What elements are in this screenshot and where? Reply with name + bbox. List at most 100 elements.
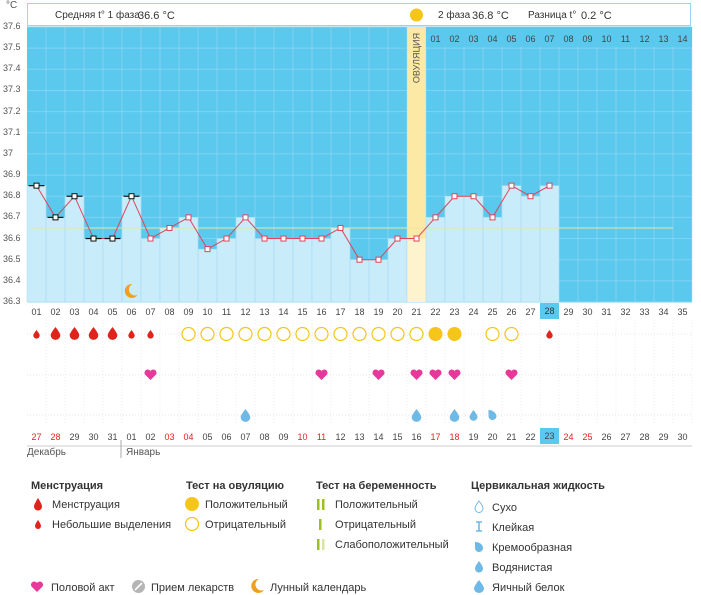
data-point bbox=[166, 224, 173, 231]
date-label: 28 bbox=[639, 432, 650, 442]
temp-bar bbox=[254, 238, 275, 303]
cycle-day-label[interactable]: 23 bbox=[449, 307, 460, 317]
ovtest-negative-icon bbox=[238, 326, 253, 342]
phase2-label: 2 фаза bbox=[438, 10, 471, 21]
sex-heart-icon bbox=[315, 369, 328, 380]
top-day-label: 01 bbox=[430, 34, 441, 44]
legend-pregtest-negative: Отрицательный bbox=[335, 519, 416, 531]
cycle-day-label[interactable]: 28 bbox=[540, 303, 559, 319]
temp-bar bbox=[387, 238, 408, 303]
cycle-day-label[interactable]: 01 bbox=[31, 307, 42, 317]
cycle-day-label[interactable]: 25 bbox=[487, 307, 498, 317]
date-label: 04 bbox=[183, 432, 194, 442]
date-label: 27 bbox=[620, 432, 631, 442]
temp-bar bbox=[159, 227, 180, 303]
cycle-day-label[interactable]: 05 bbox=[107, 307, 118, 317]
pregtest-positive-icon bbox=[317, 499, 325, 510]
temp-bar bbox=[425, 217, 446, 303]
temp-bar bbox=[235, 217, 256, 303]
cycle-day-label[interactable]: 06 bbox=[126, 307, 137, 317]
cycle-day-label[interactable]: 29 bbox=[563, 307, 574, 317]
cycle-day-label[interactable]: 35 bbox=[677, 307, 688, 317]
date-label: 24 bbox=[563, 432, 574, 442]
spotting-drop-icon bbox=[128, 330, 135, 339]
legend-pregtest-title: Тест на беременность bbox=[316, 480, 437, 492]
top-day-label: 03 bbox=[468, 34, 479, 44]
ovtest-negative-icon bbox=[184, 516, 200, 532]
menstruation-drop-icon bbox=[69, 327, 80, 340]
legend-meds: Прием лекарств bbox=[151, 582, 235, 594]
y-tick-label: 37 bbox=[3, 147, 14, 158]
legend-fluid-watery: Водянистая bbox=[492, 562, 553, 574]
data-point bbox=[33, 182, 40, 189]
cycle-day-label[interactable]: 30 bbox=[582, 307, 593, 317]
menstruation-drop-icon bbox=[107, 327, 118, 340]
cycle-day-label[interactable]: 33 bbox=[639, 307, 650, 317]
legend-ovtest-positive: Положительный bbox=[205, 499, 288, 511]
cycle-day-label[interactable]: 14 bbox=[278, 307, 289, 317]
cycle-day-label[interactable]: 11 bbox=[221, 307, 232, 317]
cycle-day-label[interactable]: 04 bbox=[88, 307, 99, 317]
data-point bbox=[280, 235, 287, 242]
temp-bar bbox=[539, 185, 560, 303]
unit-label: °C bbox=[6, 0, 18, 11]
cycle-day-label[interactable]: 21 bbox=[411, 307, 422, 317]
cycle-day-label[interactable]: 09 bbox=[183, 307, 194, 317]
ovtest-negative-icon bbox=[409, 326, 424, 342]
legend-pregtest-positive: Положительный bbox=[335, 499, 418, 511]
cycle-day-label[interactable]: 26 bbox=[506, 307, 517, 317]
data-point bbox=[90, 235, 97, 242]
cycle-day-label[interactable]: 08 bbox=[164, 307, 175, 317]
cycle-day-label[interactable]: 16 bbox=[316, 307, 327, 317]
temperature-chart: ОВУЛЯЦИЯ bbox=[26, 8, 693, 458]
cycle-day-label[interactable]: 27 bbox=[525, 307, 536, 317]
top-day-label: 09 bbox=[582, 34, 593, 44]
diff-label: Разница t° bbox=[528, 10, 577, 21]
date-label: 19 bbox=[468, 432, 479, 442]
date-label: 20 bbox=[487, 432, 498, 442]
pill-icon bbox=[132, 580, 145, 593]
cycle-day-label[interactable]: 18 bbox=[354, 307, 365, 317]
cycle-day-label[interactable]: 22 bbox=[430, 307, 441, 317]
phase1-label: Средняя t° 1 фаза bbox=[55, 10, 140, 21]
y-tick-label: 36.9 bbox=[3, 169, 21, 180]
ovulation-bar bbox=[407, 238, 426, 302]
cycle-day-label[interactable]: 31 bbox=[601, 307, 612, 317]
top-day-label: 05 bbox=[506, 34, 517, 44]
cycle-day-label[interactable]: 17 bbox=[335, 307, 346, 317]
sex-heart-icon bbox=[410, 369, 423, 380]
cycle-day-label[interactable]: 34 bbox=[658, 307, 669, 317]
legend-sex: Половой акт bbox=[51, 582, 115, 594]
cycle-day-label[interactable]: 07 bbox=[145, 307, 156, 317]
date-label: 14 bbox=[373, 432, 384, 442]
date-label: 11 bbox=[316, 432, 327, 442]
cycle-day-label[interactable]: 12 bbox=[240, 307, 251, 317]
ovtest-negative-icon bbox=[390, 326, 405, 342]
cycle-day-label[interactable]: 03 bbox=[69, 307, 80, 317]
cycle-day-label[interactable]: 10 bbox=[202, 307, 213, 317]
cycle-day-label[interactable]: 19 bbox=[373, 307, 384, 317]
ovtest-positive-icon bbox=[447, 327, 462, 341]
sex-heart-icon bbox=[505, 369, 518, 380]
date-label: 13 bbox=[354, 432, 365, 442]
cycle-day-label[interactable]: 02 bbox=[50, 307, 61, 317]
cycle-day-label[interactable]: 20 bbox=[392, 307, 403, 317]
data-point bbox=[337, 224, 344, 231]
cycle-day-label[interactable]: 15 bbox=[297, 307, 308, 317]
ovtest-negative-icon bbox=[485, 326, 500, 342]
ovtest-negative-icon bbox=[200, 326, 215, 342]
temp-bar bbox=[26, 185, 47, 303]
fluid-creamy-icon bbox=[475, 542, 483, 552]
cycle-day-label[interactable]: 13 bbox=[259, 307, 270, 317]
temp-bar bbox=[368, 259, 389, 303]
cycle-day-label[interactable]: 32 bbox=[620, 307, 631, 317]
spotting-drop-icon bbox=[546, 330, 553, 339]
date-label: 05 bbox=[202, 432, 213, 442]
cycle-day-label[interactable]: 24 bbox=[468, 307, 479, 317]
fluid-eggwhite-icon bbox=[474, 580, 484, 593]
temp-bar bbox=[102, 238, 123, 303]
data-point bbox=[508, 182, 515, 189]
data-point bbox=[147, 235, 154, 242]
data-point bbox=[470, 193, 477, 200]
data-point bbox=[413, 235, 420, 242]
